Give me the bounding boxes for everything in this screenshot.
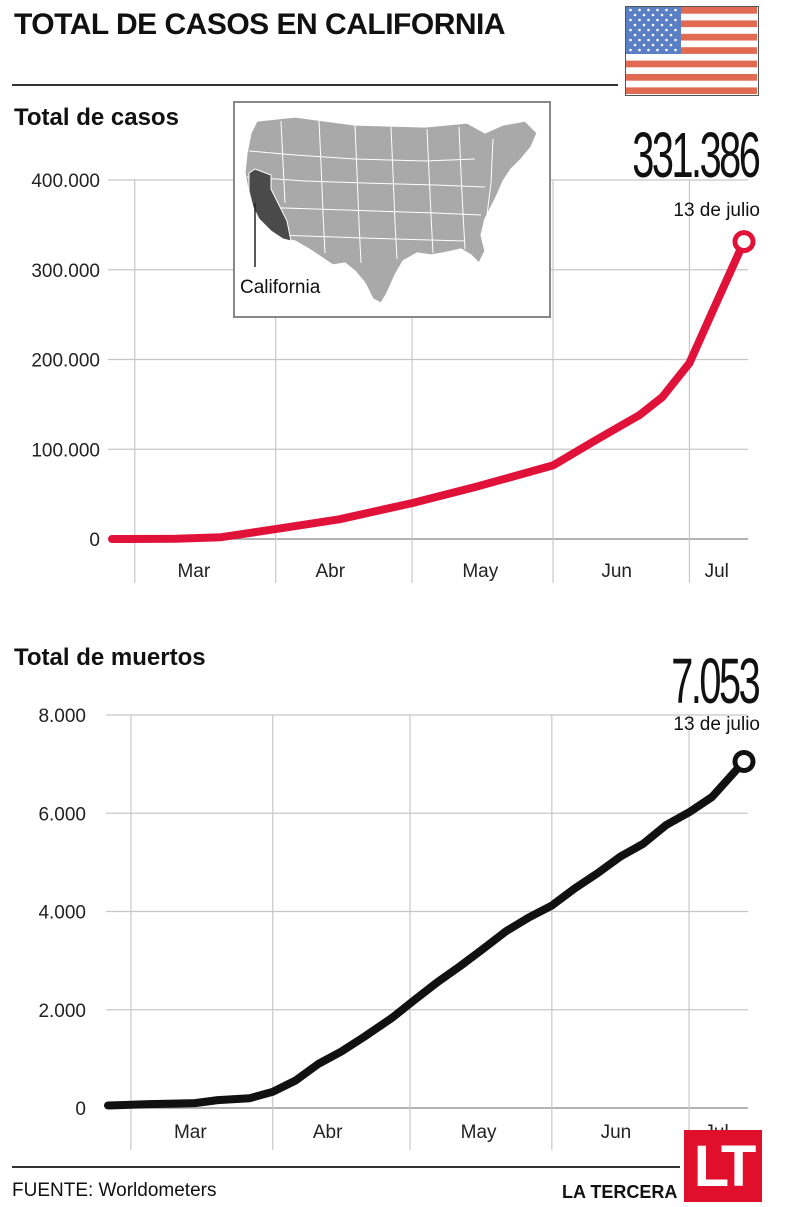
- flag-star: [647, 8, 650, 12]
- cases-chart-title: Total de casos: [14, 104, 179, 131]
- y-tick-label: 200.000: [31, 351, 100, 372]
- california-map-label: California: [240, 277, 321, 298]
- deaths-chart-title: Total de muertos: [14, 644, 206, 671]
- us-map-inset: California: [233, 101, 551, 318]
- flag-star: [665, 8, 668, 12]
- flag-star: [665, 48, 668, 52]
- page-title: TOTAL DE CASOS EN CALIFORNIA: [14, 8, 506, 41]
- cases-highlight-date: 13 de julio: [673, 200, 760, 221]
- flag-star: [642, 13, 646, 17]
- end-point-marker: [732, 230, 756, 254]
- y-tick-label: 4.000: [38, 903, 86, 924]
- flag-star: [638, 28, 641, 32]
- us-flag-icon: [625, 6, 759, 96]
- y-tick-label: 100.000: [31, 440, 100, 461]
- y-tick-label: 6.000: [38, 804, 86, 825]
- x-month-label: May: [462, 561, 498, 582]
- x-month-label: Mar: [177, 561, 210, 582]
- flag-star: [674, 8, 677, 12]
- y-tick-label: 8.000: [38, 706, 86, 727]
- flag-star: [633, 33, 637, 37]
- flag-star: [674, 38, 677, 42]
- flag-star: [660, 13, 664, 17]
- flag-star: [647, 28, 650, 32]
- deaths-highlight-date: 13 de julio: [673, 714, 760, 735]
- source-text: FUENTE: Worldometers: [12, 1180, 217, 1201]
- flag-star: [660, 23, 664, 27]
- flag-star: [629, 8, 632, 12]
- flag-star: [656, 38, 659, 42]
- flag-star: [651, 33, 655, 37]
- flag-star: [638, 38, 641, 42]
- series-line: [108, 237, 748, 543]
- flag-star: [651, 43, 655, 47]
- flag-star: [647, 48, 650, 52]
- flag-star: [651, 23, 655, 27]
- flag-star: [642, 43, 646, 47]
- us-map-graphic: [244, 116, 538, 304]
- flag-star: [674, 18, 677, 22]
- cases-chart: 400.000 300.000 200.000 100.000 0 Mar Abr May Ju…: [31, 171, 756, 583]
- flag-star: [642, 33, 646, 37]
- flag-star: [629, 28, 632, 32]
- flag-star: [660, 33, 664, 37]
- x-month-label: Jun: [601, 1122, 632, 1143]
- y-tick-label: 0: [89, 530, 100, 551]
- flag-star: [669, 13, 673, 17]
- flag-star: [633, 13, 637, 17]
- flag-star: [665, 28, 668, 32]
- flag-star: [669, 33, 673, 37]
- flag-star: [629, 48, 632, 52]
- flag-star: [665, 18, 668, 22]
- x-month-label: May: [461, 1122, 497, 1143]
- y-tick-label: 300.000: [31, 261, 100, 282]
- cases-highlight-value: 331.386: [631, 119, 761, 191]
- flag-star: [633, 43, 637, 47]
- flag-star: [651, 13, 655, 17]
- flag-star: [656, 8, 659, 12]
- footer-rule: [12, 1166, 680, 1168]
- flag-star: [629, 38, 632, 42]
- flag-star: [674, 28, 677, 32]
- brand-name: LA TERCERA: [562, 1182, 678, 1202]
- flag-star: [638, 8, 641, 12]
- flag-star: [656, 28, 659, 32]
- flag-star: [665, 38, 668, 42]
- x-month-label: Mar: [174, 1122, 207, 1143]
- x-month-label: Abr: [313, 1122, 343, 1143]
- flag-star: [647, 18, 650, 22]
- y-tick-label: 0: [75, 1099, 86, 1120]
- flag-star: [669, 43, 673, 47]
- y-tick-label: 2.000: [38, 1001, 86, 1022]
- flag-star: [660, 43, 664, 47]
- flag-star: [656, 48, 659, 52]
- flag-star: [647, 38, 650, 42]
- y-tick-label: 400.000: [31, 171, 100, 192]
- deaths-highlight-value: 7.053: [671, 645, 760, 717]
- flag-star: [638, 48, 641, 52]
- flag-star: [674, 48, 677, 52]
- x-month-label: Abr: [315, 561, 345, 582]
- us-flag-graphic: [626, 7, 757, 94]
- x-month-label: Jun: [601, 561, 632, 582]
- x-month-label: Jul: [705, 561, 729, 582]
- flag-star: [656, 18, 659, 22]
- flag-star: [669, 23, 673, 27]
- la-tercera-logo: LT: [684, 1130, 762, 1202]
- flag-star: [629, 18, 632, 22]
- title-rule: [12, 84, 618, 86]
- series-line: [104, 757, 748, 1110]
- flag-star: [638, 18, 641, 22]
- flag-star: [633, 23, 637, 27]
- end-point-marker: [732, 750, 756, 774]
- flag-star: [642, 23, 646, 27]
